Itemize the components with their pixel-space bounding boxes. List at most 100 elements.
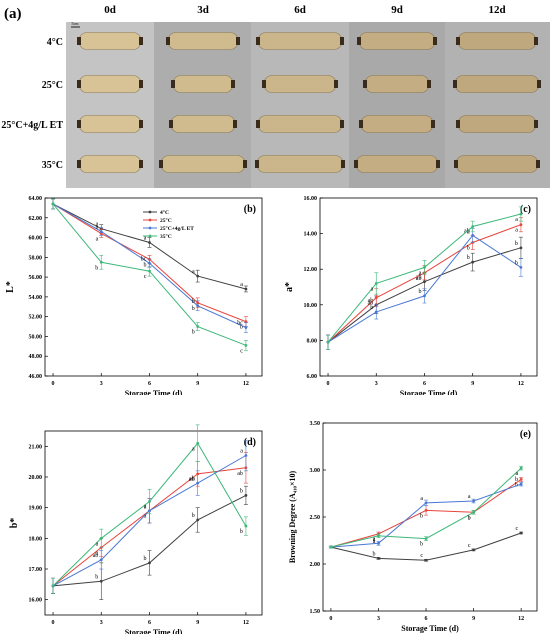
lotus-root-left-node bbox=[77, 120, 81, 128]
lotus-root-3d-2 bbox=[169, 115, 237, 133]
significance-letter: b bbox=[467, 246, 470, 252]
panel-label: (c) bbox=[520, 204, 531, 215]
x-tick-label: 9 bbox=[196, 381, 199, 387]
lotus-root-left-node bbox=[359, 120, 363, 128]
lotus-root-left-node bbox=[77, 37, 81, 45]
data-point bbox=[99, 579, 103, 583]
significance-letter: a bbox=[96, 237, 99, 243]
x-tick-label: 9 bbox=[196, 620, 199, 626]
lotus-root-left-node bbox=[363, 80, 367, 88]
data-point bbox=[423, 266, 426, 269]
x-tick-label: 3 bbox=[100, 620, 103, 626]
treatment-label-1: 25°C bbox=[42, 80, 63, 91]
photo-panel: (a) 0d 3d 6d 9d 12d 4°C 25°C 25°C+4g/L ET 35°C 5cm bbox=[0, 0, 550, 188]
lotus-root-browning bbox=[258, 115, 342, 133]
treatment-label-3: 35°C bbox=[42, 160, 63, 171]
chart-yellowness: 16.00 17.00 18.00 19.00 20.00 21.00 0 3 6 9 12 Stor… bbox=[9, 424, 263, 634]
data-point bbox=[423, 280, 426, 284]
lotus-root-right-node bbox=[236, 37, 240, 45]
significance-letter: b bbox=[143, 556, 146, 562]
significance-letter: a bbox=[96, 225, 99, 231]
lotus-root-3d-0 bbox=[166, 32, 240, 50]
lotus-root-browning bbox=[361, 115, 433, 133]
lotus-root-browning bbox=[173, 75, 233, 93]
significance-letter: a bbox=[467, 229, 470, 235]
x-tick-label: 12 bbox=[243, 381, 249, 387]
legend-entry: 4°C bbox=[160, 209, 169, 216]
data-point bbox=[244, 524, 248, 528]
data-point bbox=[196, 274, 200, 278]
data-point bbox=[244, 287, 248, 291]
y-tick-label: 48.00 bbox=[29, 354, 43, 360]
lotus-root-left-node bbox=[159, 160, 163, 168]
lotus-root-12d-0 bbox=[456, 32, 538, 50]
significance-letter: ab bbox=[189, 476, 195, 482]
data-point bbox=[424, 537, 428, 541]
treatment-label-0: 4°C bbox=[47, 37, 63, 48]
data-point bbox=[148, 261, 151, 265]
lotus-root-right-node bbox=[139, 160, 143, 168]
y-tick-label: 16.00 bbox=[29, 598, 43, 604]
lotus-root-browning bbox=[257, 155, 343, 173]
lotus-root-browning bbox=[258, 32, 342, 50]
lotus-root-right-node bbox=[139, 80, 143, 88]
day-label-6d: 6d bbox=[294, 4, 306, 16]
significance-letter: a bbox=[371, 286, 374, 292]
significance-letter: b bbox=[515, 477, 518, 483]
lotus-root-9d-3 bbox=[354, 155, 440, 173]
plot-frame bbox=[319, 197, 538, 377]
lotus-root-browning bbox=[359, 32, 435, 50]
data-point bbox=[148, 269, 151, 273]
lotus-root-right-node bbox=[341, 160, 345, 168]
y-tick-label: 56.00 bbox=[29, 275, 43, 281]
significance-letter: b bbox=[192, 330, 195, 336]
data-point bbox=[519, 212, 523, 216]
scale-bar-label: 5cm bbox=[72, 21, 80, 26]
panel-label: (b) bbox=[244, 204, 256, 215]
lotus-root-12d-1 bbox=[453, 75, 541, 93]
y-axis-label: L* bbox=[5, 281, 16, 293]
lotus-root-left-node bbox=[171, 80, 175, 88]
significance-letter: a bbox=[144, 504, 147, 510]
panel-label: (d) bbox=[244, 437, 256, 448]
lotus-root-right-node bbox=[139, 37, 143, 45]
significance-letter: c bbox=[420, 553, 423, 559]
lotus-root-6d-2 bbox=[256, 115, 344, 133]
y-tick-label: 50.00 bbox=[29, 334, 43, 340]
y-tick-label: 12.00 bbox=[304, 267, 318, 273]
data-point bbox=[244, 454, 248, 457]
significance-letter: b bbox=[192, 306, 195, 312]
lotus-root-left-node bbox=[255, 160, 259, 168]
x-tick-label: 12 bbox=[518, 381, 524, 387]
data-point bbox=[99, 536, 103, 540]
y-tick-label: 62.00 bbox=[29, 216, 43, 222]
significance-letter: a bbox=[515, 217, 518, 223]
data-point bbox=[519, 246, 523, 250]
lotus-root-browning bbox=[456, 155, 538, 173]
lotus-root-body bbox=[78, 155, 142, 173]
lotus-root-0d-1 bbox=[77, 75, 143, 93]
y-tick-label: 16.00 bbox=[304, 196, 318, 202]
data-point bbox=[196, 481, 200, 485]
significance-letter: a bbox=[96, 551, 99, 557]
significance-letter: b bbox=[192, 513, 195, 519]
data-point bbox=[374, 296, 378, 300]
data-point bbox=[424, 558, 428, 562]
x-tick-label: 12 bbox=[518, 616, 524, 622]
significance-letter: b bbox=[468, 515, 471, 521]
significance-letter: b bbox=[240, 529, 243, 535]
x-axis-label: Storage Time (d) bbox=[125, 628, 183, 634]
x-tick-label: 0 bbox=[52, 381, 55, 387]
y-tick-label: 1.50 bbox=[310, 609, 321, 615]
y-tick-label: 54.00 bbox=[29, 295, 43, 301]
lotus-root-left-node bbox=[454, 160, 458, 168]
significance-letter: ab bbox=[93, 553, 99, 559]
series-3: a bba bbox=[328, 465, 524, 549]
y-tick-label: 18.00 bbox=[29, 536, 43, 542]
x-tick-label: 3 bbox=[377, 616, 380, 622]
significance-letter: b bbox=[420, 542, 423, 548]
chart-lightness: 46.00 48.00 50.00 52.00 54.00 56.00 58.00 60.00… bbox=[5, 196, 263, 395]
chart-redness: 6.00 8.00 10.00 12.00 14.00 16.00 0 3 6 9 12 Storag… bbox=[284, 196, 538, 395]
significance-letter: b bbox=[240, 488, 243, 494]
data-point bbox=[519, 482, 523, 486]
